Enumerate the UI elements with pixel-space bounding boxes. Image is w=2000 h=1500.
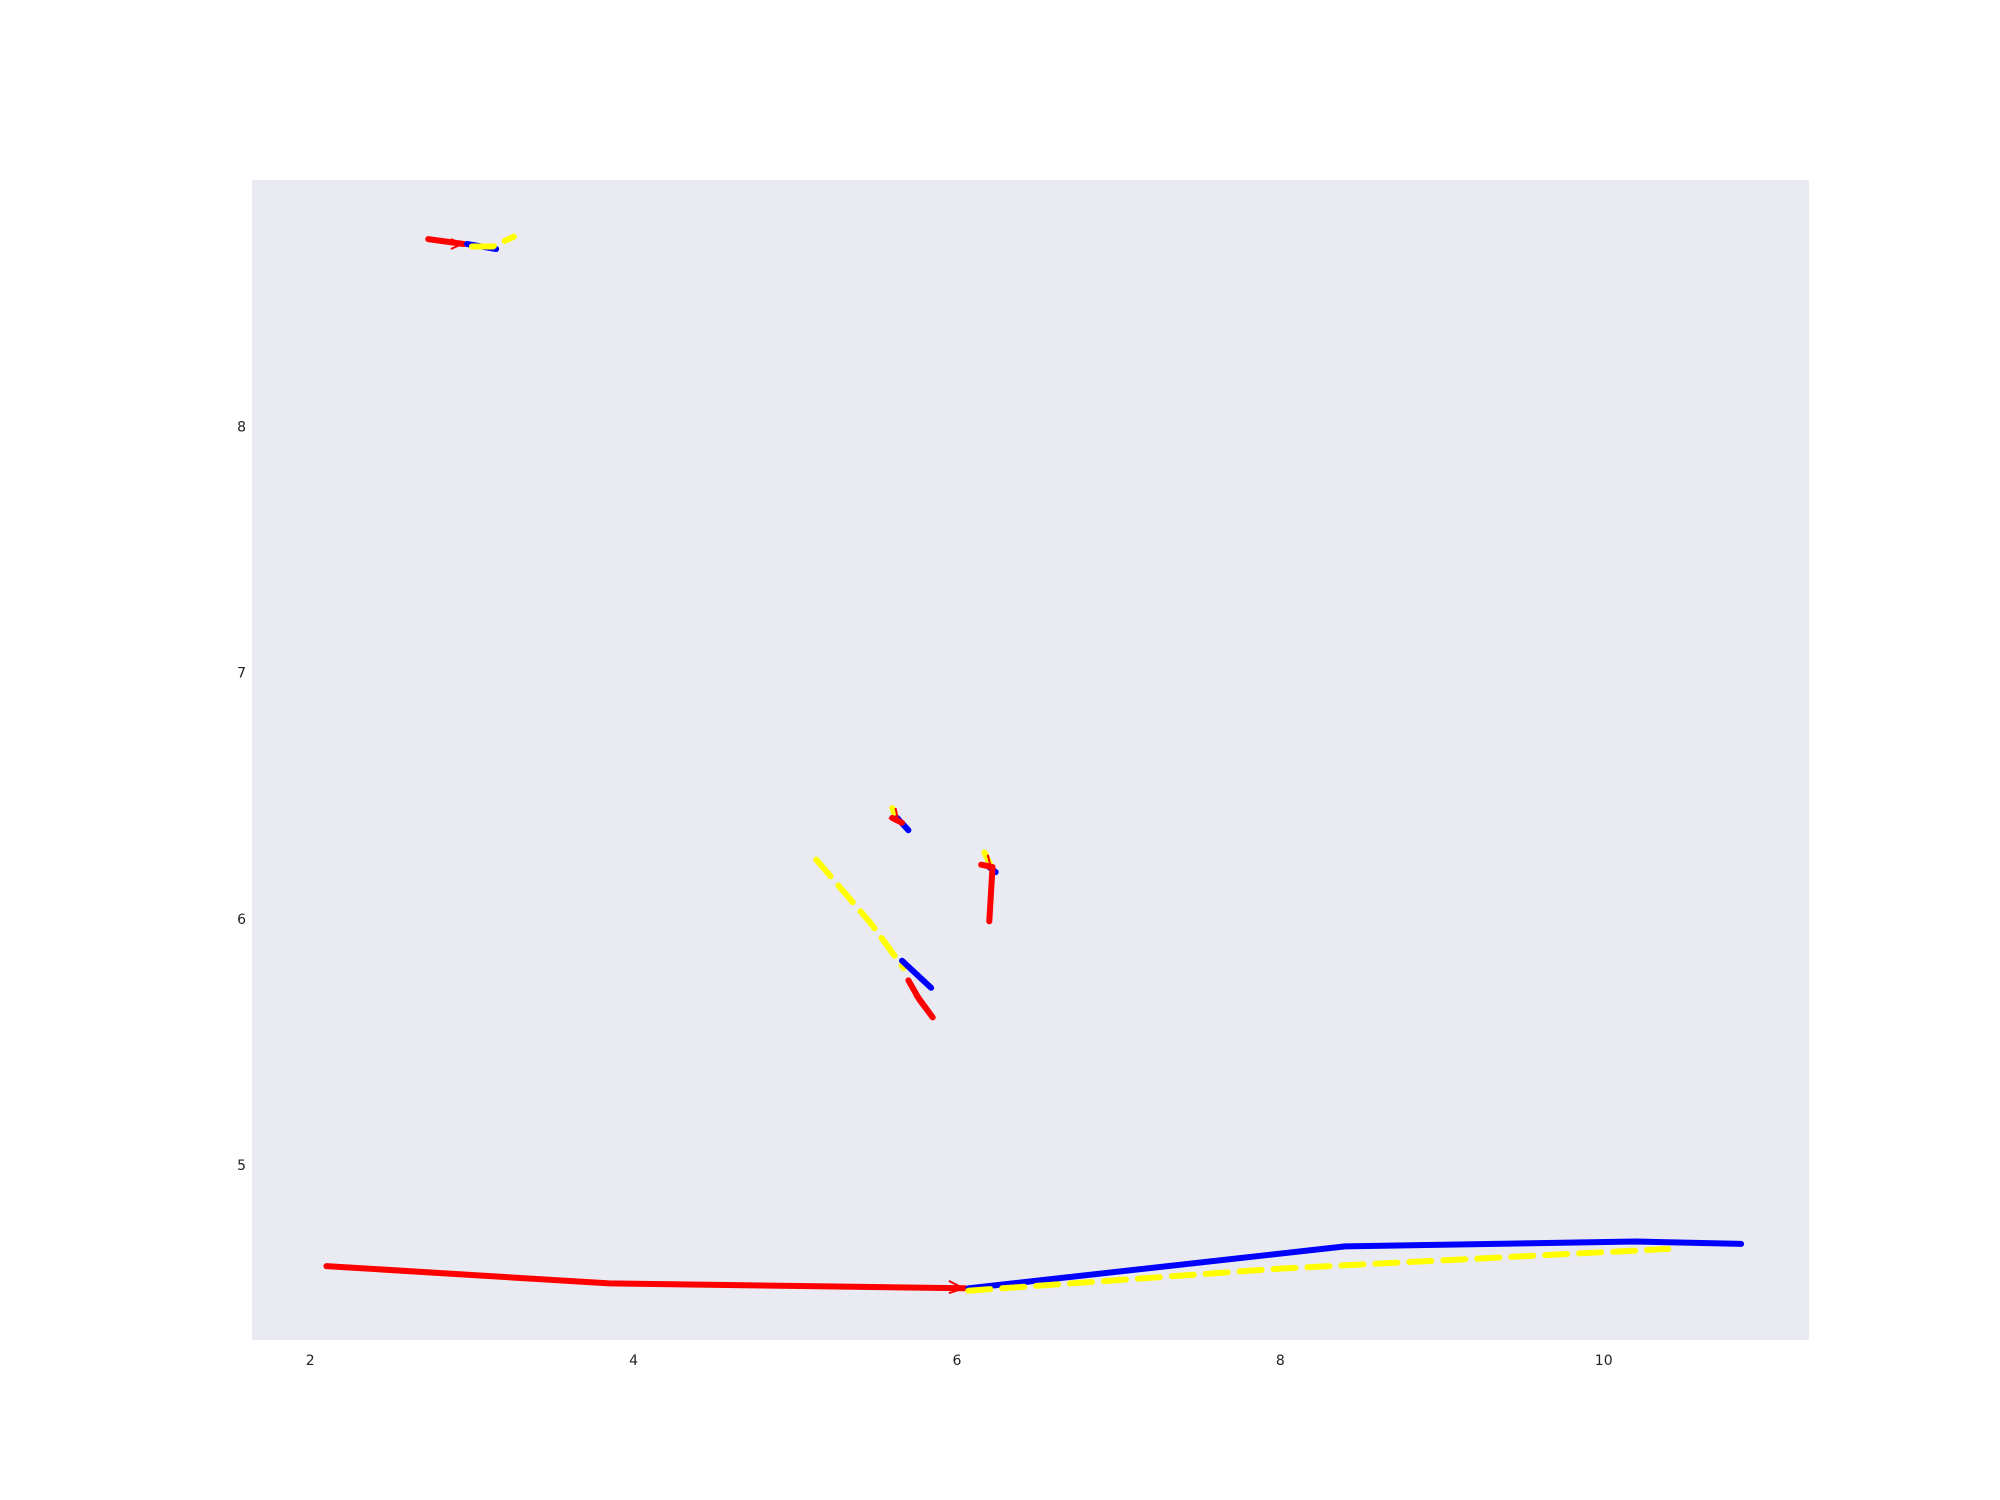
arrow-head-2-1 (450, 238, 465, 250)
x-axis: 2 4 6 8 10 (306, 1353, 1613, 1369)
yellow-line-1-3 (965, 1245, 1672, 1294)
y-tick-label: 7 (237, 666, 246, 682)
plot-area (252, 180, 1809, 1340)
blue-line-3-2 (899, 957, 935, 991)
blue-line-1-2 (965, 1238, 1745, 1292)
red-line-1-1 (323, 1263, 968, 1292)
x-tick-label: 4 (629, 1353, 638, 1369)
line-group-2 (425, 233, 517, 252)
line-group-5 (978, 849, 999, 925)
red-line-3-3 (905, 977, 936, 1021)
series-layer (323, 233, 1745, 1295)
line-group-3 (813, 856, 936, 1021)
yellow-line-2-3 (468, 233, 517, 250)
arrow-head-1-1 (948, 1280, 966, 1295)
x-tick-label: 2 (306, 1353, 315, 1369)
y-tick-label: 6 (237, 912, 246, 928)
y-tick-label: 5 (237, 1158, 246, 1174)
y-axis: 5 6 7 8 (237, 419, 246, 1174)
yellow-line-3-1 (813, 856, 907, 972)
arrow-head-4-1 (888, 807, 901, 825)
line-group-4 (888, 805, 912, 834)
x-tick-label: 6 (952, 1353, 961, 1369)
line-group-1 (323, 1238, 1745, 1295)
arrow-head-5-1 (980, 854, 993, 869)
x-tick-label: 8 (1276, 1353, 1285, 1369)
x-tick-label: 10 (1595, 1353, 1613, 1369)
y-tick-label: 8 (237, 419, 246, 435)
